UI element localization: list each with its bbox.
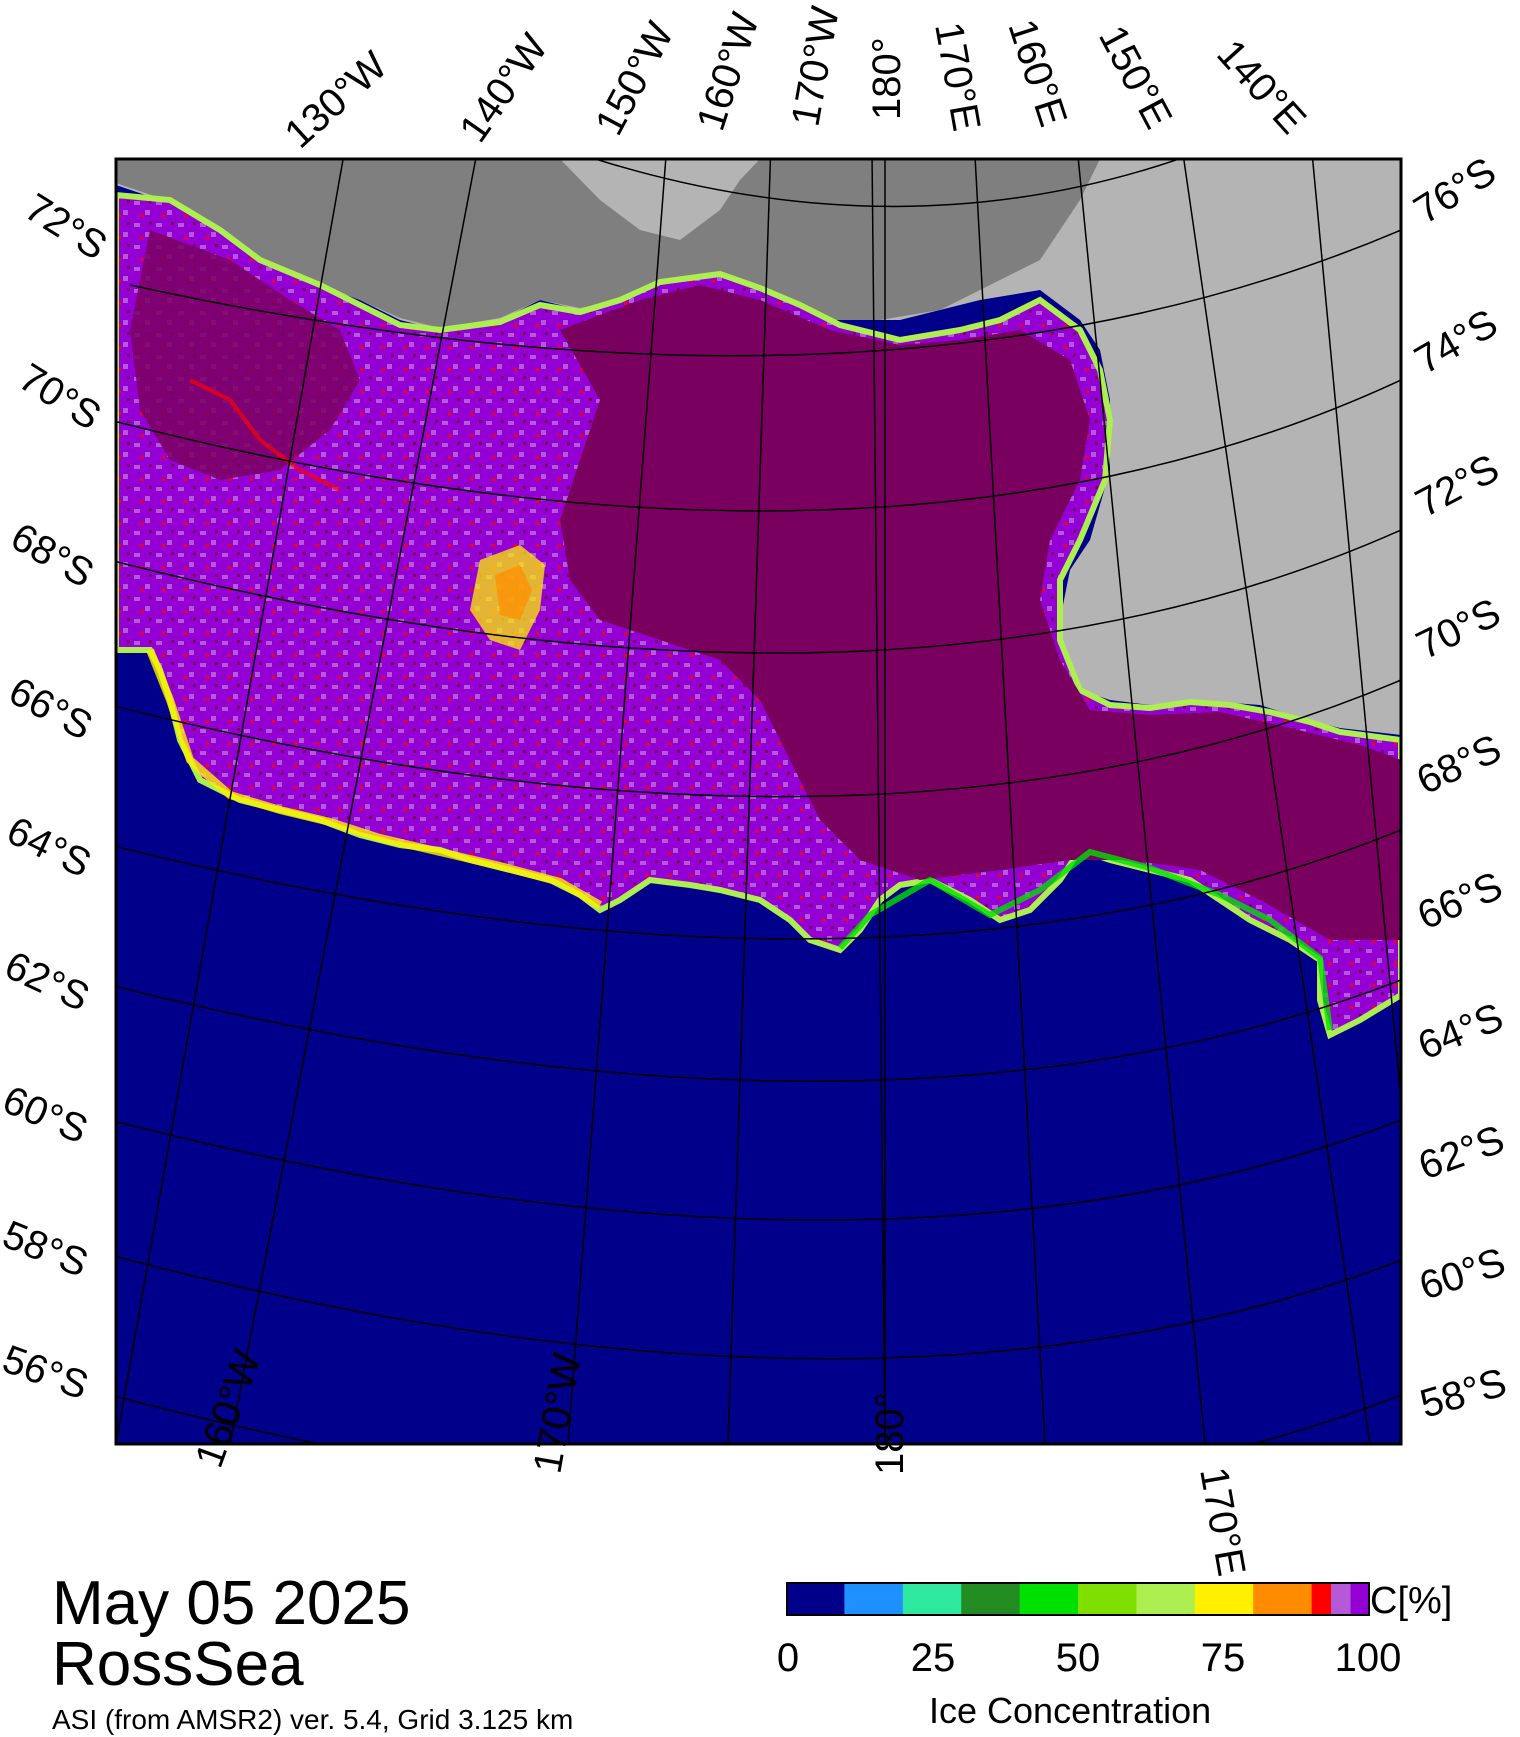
lat-label: 70°S [1410,590,1508,668]
data-credit: ASI (from AMSR2) ver. 5.4, Grid 3.125 km [52,1704,574,1735]
lat-label: 56°S [0,1337,94,1408]
lon-label: 180° [868,1392,912,1475]
lon-labels-top: 130°W 140°W 150°W 160°W 170°W 180° 170°E… [277,3,1315,157]
lat-label: 74°S [1408,301,1505,383]
lon-label: 170°E [926,19,988,134]
lat-label: 60°S [0,1078,94,1153]
coastal-ice-edge [189,378,341,492]
ice-edge-east [837,848,1333,1031]
colorbar-title: Ice Concentration [929,1690,1212,1731]
colorbar-unit: C[%] [1370,1580,1453,1622]
lat-label: 66°S [1411,864,1508,939]
lon-label: 150°E [1090,19,1180,136]
colorbar-cell [1019,1582,1079,1616]
land-dark [116,159,1100,328]
map-frame [114,157,1403,1446]
colorbar-tick: 25 [910,1636,956,1680]
colorbar-cell [1194,1582,1254,1616]
lat-label: 70°S [11,355,108,439]
lat-label: 60°S [1414,1240,1511,1309]
lon-label: 160°E [999,14,1075,132]
map-date: May 05 2025 [52,1569,411,1638]
graticule [116,159,1401,1444]
lat-label: 68°S [1410,726,1508,803]
lon-label: 140°W [451,26,556,150]
colorbar-cell [1311,1582,1332,1616]
lon-label: 140°E [1208,32,1314,143]
colorbar-cell [786,1582,845,1616]
pack-ice-dense [560,285,1401,940]
polynya-core [495,565,532,620]
lat-label: 72°S [17,185,114,269]
colorbar-cell [1331,1582,1352,1616]
colorbar-cell [1253,1582,1313,1616]
lon-label: 180° [865,37,909,120]
lon-label: 170°W [784,3,848,130]
ice-edge-west [146,648,602,909]
lat-label: 64°S [1412,995,1509,1068]
lat-label: 58°S [0,1213,94,1286]
colorbar-cell [844,1582,904,1616]
lat-label: 64°S [0,809,98,887]
lon-label: 170°E [1191,1464,1253,1579]
lon-label: 150°W [587,15,683,142]
pack-ice-dense-west [130,230,360,480]
colorbar-tick: 100 [1334,1636,1402,1680]
lat-label: 72°S [1409,446,1507,526]
lat-label: 62°S [1413,1117,1510,1188]
lon-label: 160°W [689,7,768,135]
map-region: RossSea [52,1630,304,1699]
colorbar-cell [961,1582,1021,1616]
colorbar-tick: 0 [776,1636,800,1680]
lat-label: 58°S [1415,1360,1511,1426]
colorbar-cell [1350,1582,1370,1616]
colorbar-cell [902,1582,962,1616]
lon-label: 130°W [277,43,396,156]
colorbar-tick: 75 [1200,1636,1246,1680]
lat-label: 66°S [2,669,100,749]
lat-label: 62°S [0,943,96,1020]
lat-labels-left: 72°S 70°S 68°S 66°S 64°S 62°S 60°S 58°S … [0,185,114,1408]
lat-labels-right: 76°S 74°S 72°S 70°S 68°S 66°S 64°S 62°S … [1406,149,1511,1427]
lat-label: 76°S [1406,149,1503,233]
colorbar-tick: 50 [1055,1636,1101,1680]
colorbar-cell [1136,1582,1196,1616]
colorbar [786,1582,1370,1616]
lat-label: 68°S [4,515,101,597]
colorbar-cell [1078,1582,1137,1616]
